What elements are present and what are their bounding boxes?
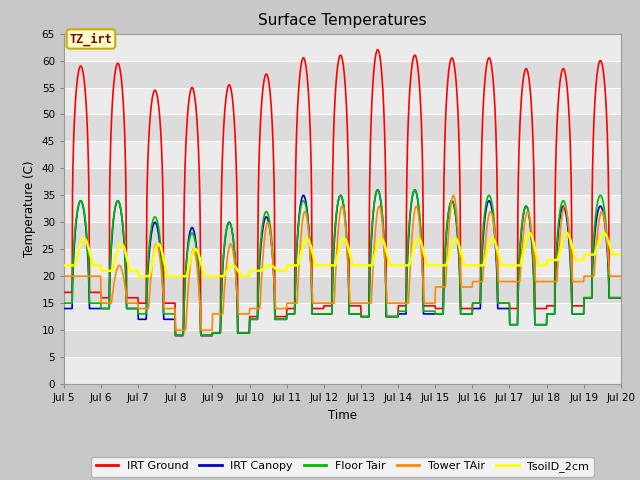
Y-axis label: Temperature (C): Temperature (C) <box>23 160 36 257</box>
Bar <box>64 303 621 330</box>
Bar <box>64 142 621 168</box>
Bar <box>64 114 621 142</box>
Legend: IRT Ground, IRT Canopy, Floor Tair, Tower TAir, TsoilD_2cm: IRT Ground, IRT Canopy, Floor Tair, Towe… <box>91 457 594 477</box>
Bar <box>64 222 621 249</box>
Bar <box>64 195 621 222</box>
Bar <box>64 249 621 276</box>
Bar <box>64 357 621 384</box>
X-axis label: Time: Time <box>328 408 357 421</box>
Title: Surface Temperatures: Surface Temperatures <box>258 13 427 28</box>
Bar <box>64 60 621 87</box>
Bar <box>64 87 621 114</box>
Bar <box>64 276 621 303</box>
Bar <box>64 330 621 357</box>
Bar <box>64 34 621 60</box>
Bar <box>64 168 621 195</box>
Text: TZ_irt: TZ_irt <box>70 32 112 46</box>
